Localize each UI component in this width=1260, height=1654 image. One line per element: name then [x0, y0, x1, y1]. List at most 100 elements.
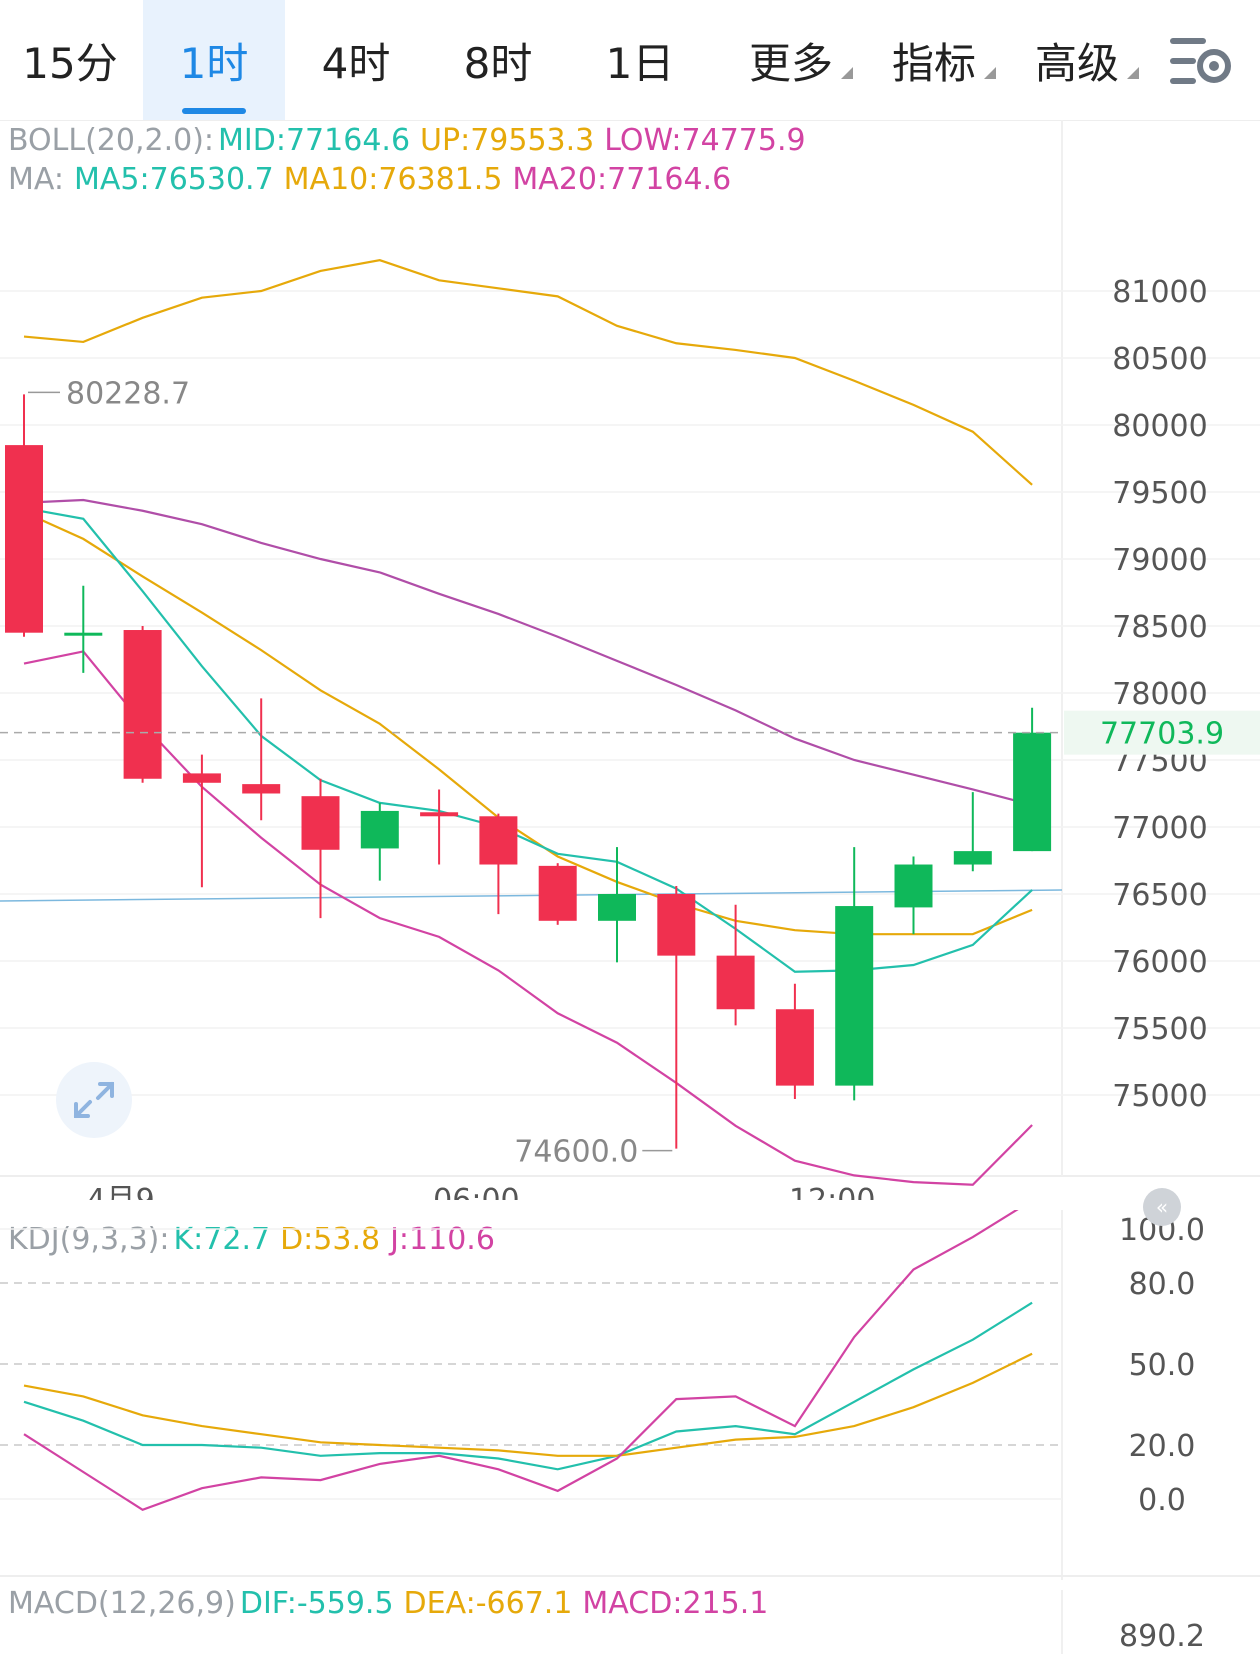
y-axis-tick-label: 79000: [1112, 543, 1207, 578]
y-axis-tick-label: 79500: [1112, 476, 1207, 511]
candle-body: [301, 796, 340, 850]
tab-label: 4时: [321, 38, 391, 88]
chart-settings-icon: [1170, 38, 1231, 84]
macd-prefix: MACD(12,26,9): [8, 1586, 236, 1621]
candle-body: [360, 810, 399, 849]
last-price-label: 77703.9: [1100, 717, 1224, 752]
candle-body: [538, 865, 577, 921]
kdj-line-j: [23, 1210, 1019, 1512]
y-axis-tick-label: 75500: [1112, 1012, 1207, 1047]
series-line-ma10: [23, 511, 1033, 936]
kdj-j: J:110.6: [390, 1222, 495, 1257]
expand-arrows-icon: [74, 1082, 114, 1118]
double-chevron-left-icon: «: [1155, 1195, 1169, 1219]
chart-settings-button[interactable]: [1168, 36, 1234, 90]
scroll-to-latest-button[interactable]: «: [1143, 1188, 1181, 1226]
series-line-low: [23, 650, 1033, 1186]
y-axis-tick-label: 75000: [1112, 1079, 1207, 1114]
fullscreen-button[interactable]: [56, 1062, 132, 1138]
caret-icon: [841, 67, 853, 79]
candle-body: [835, 906, 874, 1086]
candle-body: [242, 784, 281, 794]
boll-low: LOW:74775.9: [604, 123, 806, 158]
candle-body: [775, 1009, 814, 1086]
kdj-line-k: [23, 1301, 1033, 1471]
series-line-ma5: [23, 506, 1033, 973]
tab-indicators-dropdown[interactable]: 指标: [873, 0, 1015, 120]
tab-1day[interactable]: 1日: [569, 0, 711, 120]
ma5-value: MA5:76530.7: [74, 162, 274, 197]
kdj-k: K:72.7: [173, 1222, 271, 1257]
min-price-label: 74600.0: [514, 1135, 638, 1170]
macd-chart[interactable]: 890.2: [0, 1590, 1260, 1654]
macd-dif: DIF:-559.5: [239, 1586, 394, 1621]
kdj-legend: KDJ(9,3,3): K:72.7 D:53.8 J:110.6: [8, 1222, 505, 1257]
y-axis-tick-label: 78000: [1112, 677, 1207, 712]
reference-line: [0, 889, 1063, 902]
series-line-up: [23, 259, 1033, 486]
ma-prefix: MA:: [8, 162, 64, 197]
candle-body: [479, 816, 518, 865]
kdj-prefix: KDJ(9,3,3):: [8, 1222, 170, 1257]
candle-body: [657, 894, 696, 956]
tab-15min[interactable]: 15分: [0, 0, 140, 120]
interval-tab-bar: 15分 1时 4时 8时 1日 更多 指标 高级: [0, 0, 1260, 121]
candle-body: [953, 851, 992, 865]
max-price-label: 80228.7: [66, 376, 190, 411]
tab-label: 更多: [748, 38, 833, 88]
x-axis-tick-label: 06:00: [433, 1183, 519, 1200]
macd-y-tick-label: 890.2: [1119, 1619, 1205, 1654]
candle-body: [716, 955, 755, 1010]
kdj-y-tick-label: 0.0: [1138, 1483, 1186, 1518]
last-price-tag: [1064, 710, 1260, 755]
candle-body: [182, 773, 221, 783]
kdj-y-tick-label: 50.0: [1129, 1348, 1196, 1383]
candle-body: [1013, 732, 1052, 852]
y-axis-tick-label: 81000: [1112, 275, 1207, 310]
boll-legend: BOLL(20,2.0): MID:77164.6 UP:79553.3 LOW:74…: [8, 123, 816, 158]
candle-body: [64, 632, 103, 636]
candle-body: [123, 630, 162, 779]
boll-prefix: BOLL(20,2.0):: [8, 123, 215, 158]
x-axis-tick-label: 12:00: [789, 1183, 875, 1200]
boll-mid: MID:77164.6: [218, 123, 411, 158]
kdj-chart[interactable]: 100.080.050.020.00.0: [0, 1210, 1260, 1590]
caret-icon: [1127, 67, 1139, 79]
tab-label: 15分: [22, 38, 118, 88]
kdj-y-tick-label: 20.0: [1129, 1429, 1196, 1464]
ma-legend: MA: MA5:76530.7 MA10:76381.5 MA20:77164.6: [8, 162, 741, 197]
y-axis-tick-label: 77000: [1112, 811, 1207, 846]
tab-label: 高级: [1034, 38, 1119, 88]
kdj-d: D:53.8: [280, 1222, 381, 1257]
y-axis-tick-label: 76000: [1112, 945, 1207, 980]
y-axis-tick-label: 80500: [1112, 342, 1207, 377]
candle-body: [420, 812, 459, 817]
candle-body: [598, 894, 636, 921]
tab-label: 8时: [463, 38, 533, 88]
y-axis-tick-label: 80000: [1112, 409, 1207, 444]
series-line-ma20: [23, 498, 1033, 807]
tab-advanced-dropdown[interactable]: 高级: [1016, 0, 1158, 120]
kdj-y-tick-label: 80.0: [1129, 1267, 1196, 1302]
tab-more-dropdown[interactable]: 更多: [730, 0, 872, 120]
macd-legend: MACD(12,26,9) DIF:-559.5 DEA:-667.1 MACD:21…: [8, 1586, 778, 1621]
active-tab-indicator: [182, 108, 246, 114]
tab-8hour[interactable]: 8时: [427, 0, 569, 120]
tab-4hour[interactable]: 4时: [285, 0, 427, 120]
candle-body: [5, 445, 43, 633]
tab-label: 1时: [179, 38, 249, 88]
boll-up: UP:79553.3: [420, 123, 595, 158]
macd-value: MACD:215.1: [582, 1586, 769, 1621]
tab-label: 指标: [891, 38, 976, 88]
caret-icon: [984, 67, 996, 79]
candlestick-chart[interactable]: 8100080500800007950079000785007800077500…: [0, 0, 1260, 1200]
tab-1hour[interactable]: 1时: [143, 0, 285, 120]
y-axis-tick-label: 78500: [1112, 610, 1207, 645]
macd-dea: DEA:-667.1: [403, 1586, 573, 1621]
ma10-value: MA10:76381.5: [283, 162, 503, 197]
kdj-line-d: [23, 1352, 1033, 1457]
ma20-value: MA20:77164.6: [512, 162, 732, 197]
y-axis-tick-label: 76500: [1112, 878, 1207, 913]
candle-body: [894, 864, 933, 908]
x-axis-tick-label: 4月9: [87, 1183, 155, 1200]
